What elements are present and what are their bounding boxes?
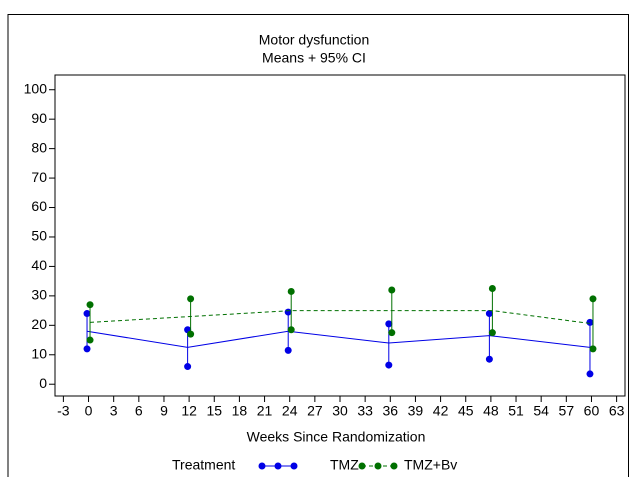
- legend-label: TMZ+Bv: [404, 457, 457, 473]
- ci-marker: [385, 361, 393, 369]
- legend-marker: [258, 462, 266, 470]
- chart-subtitle: Means + 95% CI: [262, 50, 366, 66]
- legend-marker: [374, 462, 382, 470]
- y-tick-label: 30: [31, 287, 47, 303]
- ci-marker: [589, 345, 597, 353]
- y-tick-label: 10: [31, 345, 47, 361]
- ci-marker: [485, 310, 493, 318]
- y-tick-label: 90: [31, 110, 47, 126]
- ci-marker: [388, 329, 396, 337]
- legend-marker: [290, 462, 298, 470]
- ci-marker: [586, 318, 594, 326]
- chart-title: Motor dysfunction: [259, 32, 370, 48]
- legend-marker: [274, 462, 282, 470]
- y-tick-label: 70: [31, 169, 47, 185]
- x-tick-label: 6: [135, 403, 143, 419]
- y-tick-label: 60: [31, 198, 47, 214]
- ci-marker: [287, 287, 295, 295]
- legend-label: TMZ: [330, 457, 359, 473]
- ci-marker: [284, 308, 292, 316]
- series-line: [86, 330, 591, 348]
- x-tick-label: 21: [257, 403, 273, 419]
- y-tick-label: 40: [31, 257, 47, 273]
- x-tick-label: 18: [232, 403, 248, 419]
- x-tick-label: 36: [383, 403, 399, 419]
- x-tick-label: 51: [508, 403, 524, 419]
- ci-marker: [485, 355, 493, 363]
- ci-marker: [187, 330, 195, 338]
- ci-marker: [86, 301, 94, 309]
- legend-title: Treatment: [172, 457, 235, 473]
- y-tick-label: 50: [31, 228, 47, 244]
- ci-marker: [86, 336, 94, 344]
- x-axis-label: Weeks Since Randomization: [247, 429, 426, 445]
- x-tick-label: 45: [458, 403, 474, 419]
- x-tick-label: 54: [533, 403, 549, 419]
- x-tick-label: 60: [584, 403, 600, 419]
- ci-marker: [589, 295, 597, 303]
- y-tick-label: 100: [24, 80, 48, 96]
- ci-marker: [184, 363, 192, 371]
- ci-marker: [83, 345, 91, 353]
- legend-marker: [390, 462, 398, 470]
- ci-marker: [187, 295, 195, 303]
- x-tick-label: 48: [483, 403, 499, 419]
- ci-marker: [488, 285, 496, 293]
- x-tick-label: 0: [85, 403, 93, 419]
- plot-frame: [54, 74, 626, 397]
- series-line: [90, 310, 594, 325]
- x-tick-label: 63: [609, 403, 625, 419]
- ci-marker: [287, 326, 295, 334]
- y-tick-label: 20: [31, 316, 47, 332]
- x-tick-label: 39: [408, 403, 424, 419]
- x-tick-label: 9: [160, 403, 168, 419]
- x-tick-label: 57: [559, 403, 575, 419]
- x-tick-label: 33: [357, 403, 373, 419]
- ci-marker: [83, 310, 91, 318]
- x-tick-label: 27: [307, 403, 323, 419]
- ci-marker: [388, 286, 396, 294]
- ci-marker: [385, 320, 393, 328]
- x-tick-label: 15: [206, 403, 222, 419]
- x-tick-label: 12: [181, 403, 197, 419]
- y-tick-label: 0: [39, 375, 47, 391]
- ci-marker: [586, 370, 594, 378]
- y-tick-label: 80: [31, 139, 47, 155]
- x-tick-label: -3: [57, 403, 70, 419]
- legend-marker: [358, 462, 366, 470]
- x-tick-label: 30: [332, 403, 348, 419]
- ci-marker: [284, 346, 292, 354]
- x-tick-label: 3: [110, 403, 118, 419]
- x-tick-label: 24: [282, 403, 298, 419]
- x-tick-label: 42: [433, 403, 449, 419]
- ci-marker: [488, 329, 496, 337]
